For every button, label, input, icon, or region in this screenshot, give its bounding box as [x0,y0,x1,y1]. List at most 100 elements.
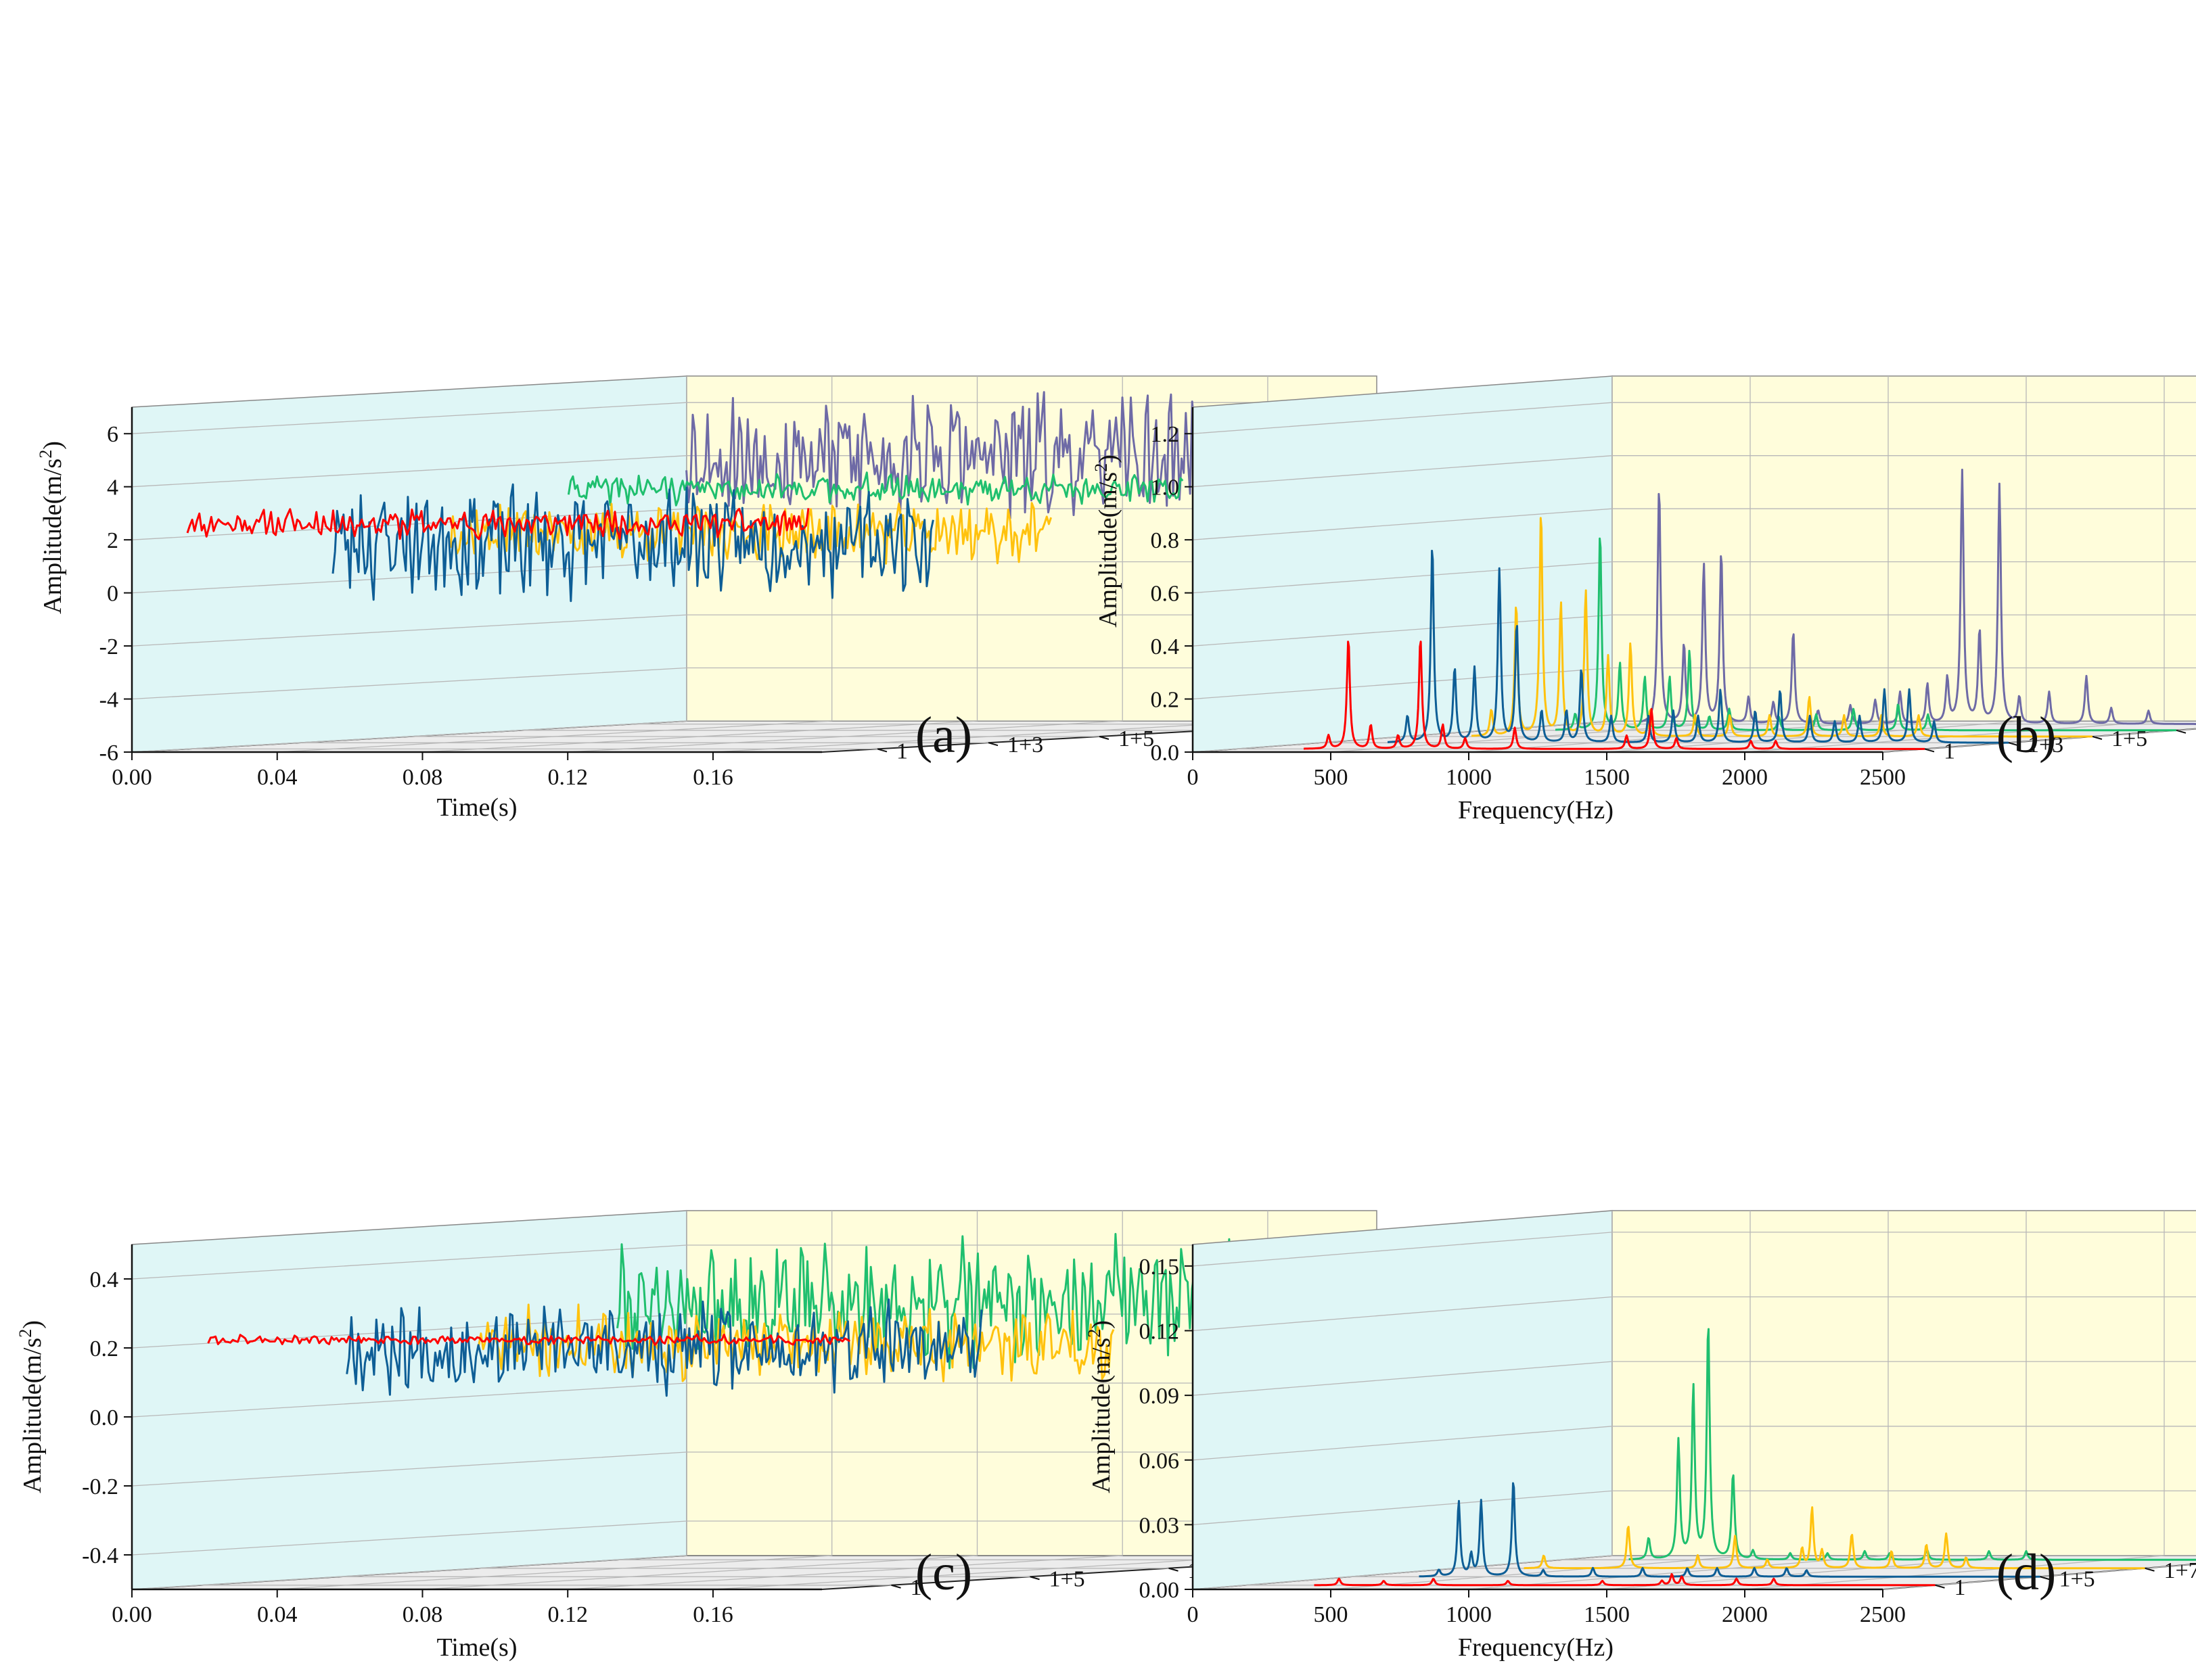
depth-tick-mark [2008,742,2019,747]
y-grid-line [1192,1555,2196,1590]
y-tick-label: 0.15 [1139,1255,1180,1280]
depth-label: 1 [1944,739,1955,764]
y-tick-label: 2 [107,528,118,553]
y-grid-line [1192,667,2196,700]
y-grid-line [131,455,1377,488]
depth-tick-mark [988,742,999,747]
y-tick-label: 0.4 [1151,634,1180,659]
y-tick-label: 0.0 [1151,741,1180,766]
series-line-1+3 [331,483,934,603]
x-grid-line [568,1211,1123,1590]
depth-tick-mark [1935,1584,1945,1589]
y-tick-label: 0.00 [1139,1578,1180,1603]
y-grid-line [1192,1296,2196,1332]
x-tick-label: 0 [1187,765,1199,790]
panel-label: (b) [1996,707,2057,764]
y-tick-label: -0.4 [82,1543,118,1568]
y-grid-line [1192,455,2196,488]
series-line-1 [186,508,810,540]
series-line-1 [1314,1572,1936,1587]
y-grid-line [1192,1490,2196,1526]
x-tick-label: 2000 [1722,765,1768,790]
y-tick-label: 0.8 [1151,528,1180,553]
x-tick-label: 0.12 [547,765,588,790]
x-tick-label: 0.12 [547,1602,588,1627]
x-tick-label: 0.08 [403,765,443,790]
side-wall [1192,1210,1613,1590]
series-line-1 [207,1333,851,1347]
series-line-1+3+5+7 [1639,469,2196,725]
series-line-1+5 [1419,1482,2040,1578]
depth-label: 1 [896,739,908,764]
y-grid-line [1192,1426,2196,1461]
panel-d: 0 500 1000 1500 2000 2500 0.00 0.03 0.06 0.09 0.12… [1084,1210,2196,1662]
x-tick-label: 0.16 [693,1602,733,1627]
depth-tick-mark [2092,736,2103,740]
x-tick-label: 0.08 [403,1602,443,1627]
depth-tick-mark [877,748,888,753]
y-tick-label: 0.2 [90,1336,119,1361]
depth-label: 1+5 [1049,1566,1085,1591]
x-tick-label: 1500 [1584,765,1630,790]
depth-tick-mark [1924,748,1935,753]
depth-label: 1 [911,1575,922,1600]
y-tick-label: 0.12 [1139,1320,1180,1345]
x-tick-label: 500 [1314,1602,1348,1627]
depth-label: 1 [1954,1575,1966,1600]
x-tick-label: 0.04 [257,765,298,790]
series-line-1+7 [1555,537,2177,732]
y-axis-title: Amplitude(m/s2) [1091,454,1122,628]
y-tick-label: 0.2 [1151,688,1180,713]
y-grid-line [1192,1361,2196,1396]
x-grid-line [1882,728,2196,753]
series-line-1+7 [567,471,1184,507]
x-axis-title: Frequency(Hz) [1458,1633,1614,1662]
back-wall [1611,375,2196,722]
series-line-1+5 [1471,517,2093,738]
y-grid-line [131,1451,1377,1487]
x-tick-label: 0 [1187,1602,1199,1627]
y-grid-line [131,1244,1377,1280]
y-axis-title: Amplitude(m/s2) [16,1320,47,1493]
x-grid-line [131,1211,687,1590]
depth-tick-mark [1168,1567,1179,1572]
x-grid-line [1882,1564,2196,1590]
depth-tick-mark [2176,729,2187,734]
y-grid-line [131,667,1377,700]
y-grid-line [1192,1232,2196,1267]
y-tick-label: 0.03 [1139,1513,1180,1538]
x-axis-title: Frequency(Hz) [1458,796,1614,824]
side-wall [1192,375,1613,753]
depth-tick-mark [891,1584,901,1589]
x-tick-label: 0.04 [257,1602,298,1627]
y-grid-line [131,1520,1377,1556]
x-axis-title: Time(s) [437,793,518,822]
x-grid-line [422,1211,978,1590]
panel-label: (c) [915,1544,972,1601]
x-tick-label: 1000 [1446,765,1492,790]
x-axis-title: Time(s) [437,1633,518,1662]
depth-label: 1+5 [1118,726,1154,751]
y-tick-label: 0.0 [90,1405,119,1430]
y-grid-line [131,561,1377,594]
x-tick-label: 2500 [1860,1602,1906,1627]
y-tick-label: 0.6 [1151,582,1180,607]
series-line-1+5 [346,1298,983,1397]
y-tick-label: 1.0 [1151,475,1180,500]
depth-tick-mark [2145,1567,2155,1572]
x-tick-label: 0.16 [693,765,733,790]
depth-tick-mark [1099,736,1110,740]
x-tick-label: 500 [1314,765,1348,790]
depth-label: 1+5 [2059,1566,2095,1591]
depth-tick-mark [2040,1576,2050,1581]
y-tick-label: 0.09 [1139,1384,1180,1409]
y-axis-title: Amplitude(m/s2) [36,441,67,614]
x-tick-label: 0.00 [112,1602,152,1627]
y-tick-label: -2 [99,634,118,659]
series-line-1+3 [1387,549,2009,744]
x-tick-label: 2000 [1722,1602,1768,1627]
panel-label: (a) [915,707,972,764]
depth-label: 1+7 [2164,1558,2196,1583]
y-tick-label: 0 [107,582,118,607]
